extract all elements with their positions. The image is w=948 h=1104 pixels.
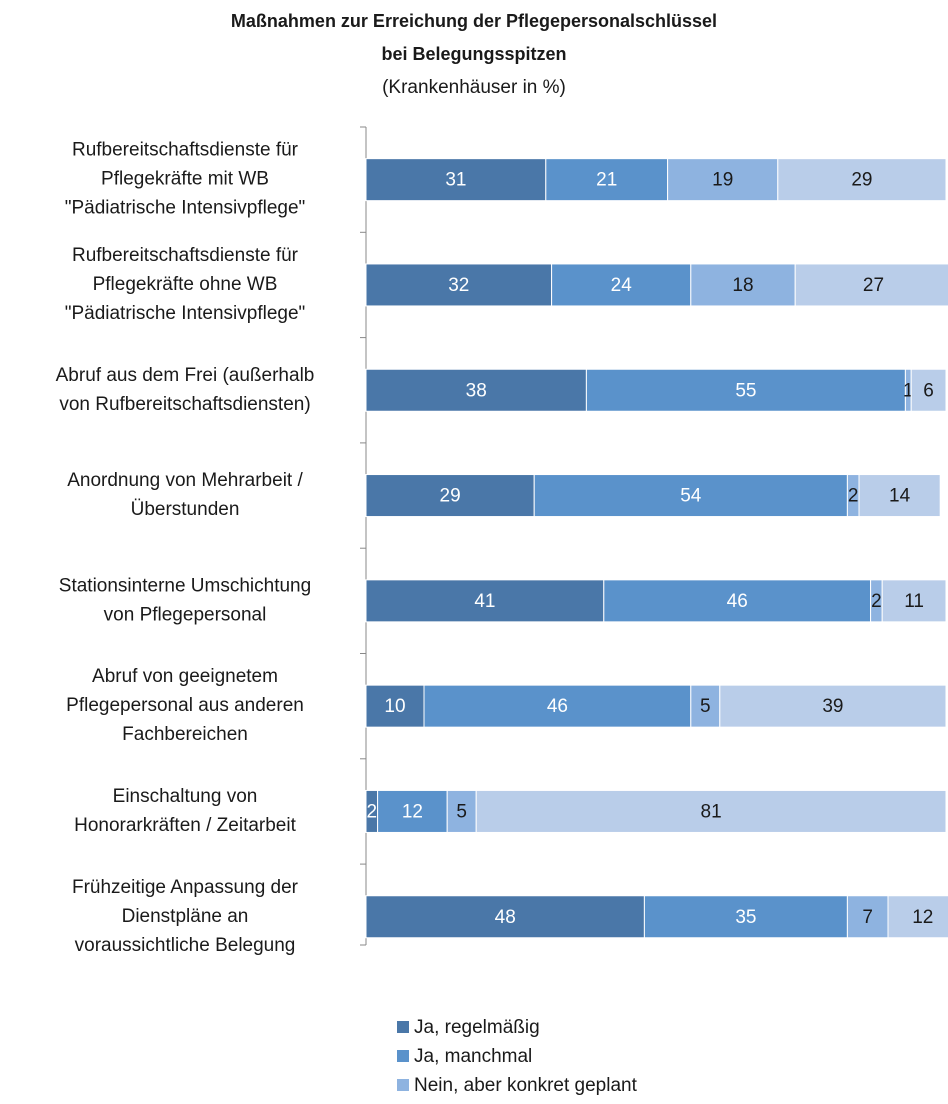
value-label: 2 bbox=[871, 591, 882, 612]
bar-segment bbox=[881, 579, 947, 623]
value-label: 1 bbox=[903, 380, 914, 401]
bar-segment bbox=[365, 263, 553, 307]
bar-segment bbox=[887, 895, 948, 939]
value-label: 29 bbox=[851, 170, 872, 191]
legend-label: Ja, manchmal bbox=[414, 1046, 532, 1067]
bar-segment bbox=[475, 789, 947, 833]
value-label: 2 bbox=[367, 801, 378, 822]
value-label: 10 bbox=[384, 696, 405, 717]
value-label: 32 bbox=[448, 275, 469, 296]
y-tick-label: Pflegekräfte mit WB bbox=[101, 169, 269, 190]
chart-title: bei Belegungsspitzen bbox=[381, 44, 566, 64]
bar-segment bbox=[377, 789, 448, 833]
bar-segment bbox=[910, 368, 947, 412]
value-label: 6 bbox=[923, 380, 934, 401]
bar-segment bbox=[690, 263, 796, 307]
bar-segment bbox=[846, 895, 889, 939]
y-tick-label: Rufbereitschaftsdienste für bbox=[72, 245, 299, 266]
value-label: 81 bbox=[701, 801, 722, 822]
bar-segment bbox=[551, 263, 692, 307]
bar-segment bbox=[719, 684, 947, 728]
y-tick-label: von Rufbereitschaftsdiensten) bbox=[59, 394, 310, 415]
value-label: 48 bbox=[495, 907, 516, 928]
value-label: 38 bbox=[466, 380, 487, 401]
legend-label: Ja, regelmäßig bbox=[414, 1017, 540, 1038]
y-tick-label: "Pädiatrische Intensivpflege" bbox=[65, 198, 306, 219]
y-tick-label: Überstunden bbox=[131, 499, 240, 520]
y-tick-label: Abruf aus dem Frei (außerhalb bbox=[56, 365, 315, 386]
bar-segment bbox=[423, 684, 692, 728]
value-label: 21 bbox=[596, 170, 617, 191]
value-label: 14 bbox=[889, 486, 911, 507]
value-label: 29 bbox=[440, 486, 461, 507]
value-label: 39 bbox=[822, 696, 843, 717]
legend-swatch bbox=[397, 1050, 409, 1062]
y-tick-label: voraussichtliche Belegung bbox=[75, 935, 296, 956]
y-tick-label: Frühzeitige Anpassung der bbox=[72, 877, 299, 898]
value-label: 2 bbox=[848, 486, 859, 507]
bar-segment bbox=[365, 684, 425, 728]
legend-label: Nein, aber konkret geplant bbox=[414, 1075, 638, 1096]
y-tick-label: Anordnung von Mehrarbeit / bbox=[67, 470, 303, 491]
chart-title: Maßnahmen zur Erreichung der Pflegeperso… bbox=[231, 11, 717, 31]
value-label: 31 bbox=[445, 170, 466, 191]
value-label: 54 bbox=[680, 486, 702, 507]
legend-swatch bbox=[397, 1079, 409, 1091]
value-label: 12 bbox=[912, 907, 933, 928]
bar-segment bbox=[794, 263, 948, 307]
value-label: 12 bbox=[402, 801, 423, 822]
y-tick-label: Abruf von geeignetem bbox=[92, 666, 278, 687]
bar-segment bbox=[365, 368, 587, 412]
bar-segment bbox=[777, 158, 947, 202]
bar-segment bbox=[365, 895, 645, 939]
y-tick-label: Stationsinterne Umschichtung bbox=[59, 575, 311, 596]
bar-segment bbox=[667, 158, 779, 202]
bar-segment bbox=[690, 684, 721, 728]
bar-segment bbox=[585, 368, 906, 412]
bar-segment bbox=[446, 789, 477, 833]
value-label: 19 bbox=[712, 170, 733, 191]
value-label: 5 bbox=[456, 801, 467, 822]
legend-swatch bbox=[397, 1021, 409, 1033]
y-tick-label: Rufbereitschaftsdienste für bbox=[72, 140, 299, 161]
chart-subtitle: (Krankenhäuser in %) bbox=[382, 77, 566, 98]
bar-segment bbox=[603, 579, 872, 623]
bar-segment bbox=[545, 158, 669, 202]
bar-segment bbox=[858, 474, 941, 518]
y-tick-label: Pflegekräfte ohne WB bbox=[93, 274, 278, 295]
y-tick-label: Honorarkräften / Zeitarbeit bbox=[74, 815, 296, 836]
value-label: 5 bbox=[700, 696, 711, 717]
bar-segment bbox=[643, 895, 848, 939]
value-label: 46 bbox=[547, 696, 568, 717]
value-label: 46 bbox=[727, 591, 748, 612]
bar-segment bbox=[365, 579, 605, 623]
value-label: 41 bbox=[474, 591, 495, 612]
y-tick-label: von Pflegepersonal bbox=[104, 604, 267, 625]
bar-segment bbox=[533, 474, 848, 518]
y-tick-label: "Pädiatrische Intensivpflege" bbox=[65, 303, 306, 324]
value-label: 55 bbox=[735, 380, 756, 401]
value-label: 11 bbox=[904, 591, 924, 612]
y-tick-label: Einschaltung von bbox=[113, 786, 258, 807]
y-tick-label: Dienstpläne an bbox=[122, 906, 249, 927]
value-label: 27 bbox=[863, 275, 884, 296]
y-tick-label: Fachbereichen bbox=[122, 724, 248, 745]
value-label: 35 bbox=[735, 907, 756, 928]
value-label: 7 bbox=[862, 907, 873, 928]
value-label: 18 bbox=[732, 275, 753, 296]
value-label: 24 bbox=[611, 275, 633, 296]
bar-segment bbox=[365, 474, 535, 518]
y-tick-label: Pflegepersonal aus anderen bbox=[66, 695, 304, 716]
